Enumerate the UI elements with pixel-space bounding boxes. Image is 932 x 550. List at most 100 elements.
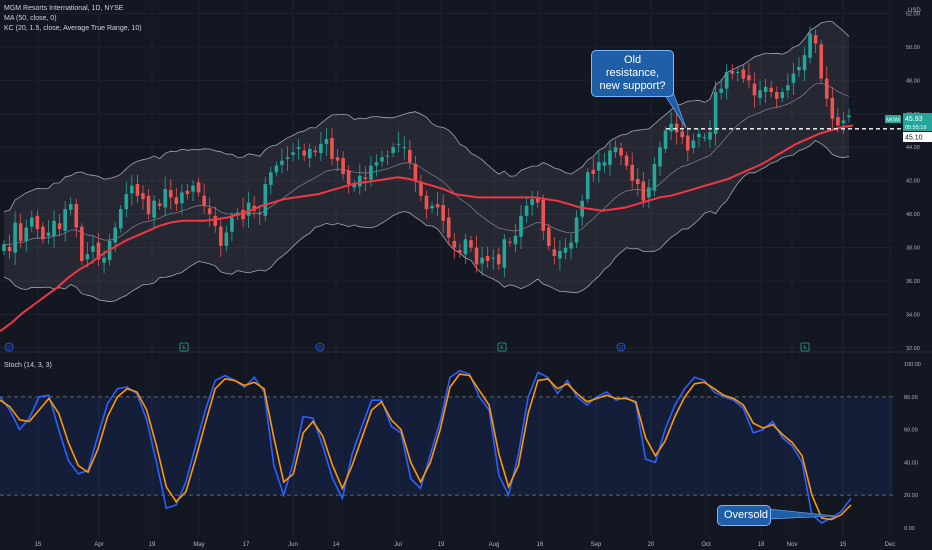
candle-body	[230, 217, 234, 232]
candle-body	[485, 255, 490, 261]
symbol-tag-text: MGM	[886, 118, 900, 124]
last-price-text: 45.93	[905, 116, 923, 123]
candle-body	[385, 155, 390, 157]
chart-title: MGM Resorts International, 1D, NYSE	[4, 5, 124, 12]
candle-body	[419, 181, 423, 196]
candle-body	[380, 157, 384, 162]
candle-body	[824, 78, 829, 99]
candle-body	[502, 239, 507, 268]
price-tick-label: 44.00	[906, 145, 920, 151]
time-tick-label: 20	[648, 542, 655, 548]
candle-body	[269, 172, 273, 185]
keltner-lower-band	[3, 140, 850, 303]
candle-body	[91, 245, 95, 252]
time-tick-label: 19	[149, 542, 156, 548]
time-tick-label: Sep	[591, 542, 602, 548]
candle-body	[752, 83, 757, 96]
candle-body	[29, 217, 34, 227]
ma-legend: MA (50, close, 0)	[4, 15, 57, 22]
candle-body	[724, 71, 729, 89]
candle-body	[608, 150, 612, 165]
candle-body	[74, 204, 79, 228]
candle-body	[185, 190, 190, 195]
time-tick-label: May	[193, 542, 204, 548]
candle-body	[302, 150, 306, 156]
event-marker-text: D	[619, 345, 623, 351]
keltner-channel-fill	[4, 21, 849, 302]
candle-body	[469, 240, 473, 248]
candle-body	[541, 199, 546, 231]
candle-body	[530, 199, 534, 205]
candle-body	[741, 69, 746, 79]
event-marker-text: E	[182, 345, 186, 351]
candle-body	[168, 189, 173, 198]
candle-body	[330, 138, 334, 159]
earnings-marker	[800, 342, 810, 352]
candle-body	[535, 197, 540, 203]
stoch-tick-label: 80.00	[904, 395, 918, 401]
candle-body	[830, 97, 835, 119]
candle-body	[702, 137, 707, 139]
candle-body	[352, 184, 357, 188]
candle-body	[430, 205, 434, 209]
earnings-marker	[497, 342, 507, 352]
ma-50-line	[0, 124, 854, 333]
candle-body	[602, 162, 607, 166]
last-price-tag	[903, 113, 932, 131]
stoch-tick-label: 20.00	[904, 493, 918, 499]
candle-body	[319, 143, 323, 154]
time-tick-label: 15	[35, 542, 42, 548]
resistance-callout: Old resistance, new support?	[591, 50, 674, 97]
candle-body	[296, 147, 301, 149]
event-marker-text: D	[7, 345, 11, 351]
candle-body	[35, 215, 40, 230]
candle-body	[396, 143, 401, 145]
price-tick-label: 52.00	[906, 11, 920, 17]
time-axis: 15 Apr 19 May 17 Jun 14 Jul 19 Aug 16 Sep 20 Oct 18 Nov…	[35, 542, 896, 548]
candle-body	[263, 184, 268, 216]
stoch-tick-label: 40.00	[904, 460, 918, 466]
candle-body	[46, 232, 51, 236]
candle-body	[769, 87, 773, 93]
candle-body	[635, 179, 640, 185]
time-tick-label: 16	[537, 542, 544, 548]
candle-body	[480, 257, 484, 264]
candle-body	[747, 75, 751, 81]
price-grid	[0, 0, 893, 536]
time-tick-label: Apr	[94, 542, 103, 548]
candle-body	[491, 257, 496, 259]
candle-body	[346, 170, 351, 185]
candle-body	[363, 177, 368, 180]
candle-body	[2, 244, 6, 251]
currency-label: USD	[908, 8, 921, 14]
candle-body	[758, 90, 762, 98]
candle-body	[285, 157, 290, 159]
candle-body	[24, 227, 29, 241]
candle-body	[736, 71, 740, 73]
candle-body	[680, 131, 685, 138]
candle-body	[496, 254, 501, 265]
candle-body	[257, 213, 262, 215]
stoch-axis: 0.00 20.00 40.00 60.00 80.00 100.00	[904, 362, 921, 532]
candle-body	[641, 181, 646, 201]
candle-body	[619, 148, 623, 156]
candle-body	[552, 249, 557, 256]
candle-body	[357, 175, 362, 187]
kc-legend: KC (20, 1.5, close, Average True Range, …	[4, 25, 142, 32]
candle-body	[458, 250, 462, 253]
candle-body	[41, 226, 45, 240]
candle-body	[124, 194, 129, 210]
candle-body	[313, 150, 318, 153]
candle-body	[819, 44, 824, 79]
candle-body	[80, 226, 84, 261]
time-tick-label: Aug	[489, 542, 500, 548]
dividend-marker	[616, 342, 626, 352]
candle-body	[130, 185, 134, 194]
candle-body	[652, 163, 657, 191]
time-tick-label: Dec	[885, 542, 896, 548]
candle-body	[85, 254, 90, 260]
candle-body	[802, 55, 807, 71]
candle-body	[374, 162, 379, 166]
candle-body	[774, 92, 779, 99]
